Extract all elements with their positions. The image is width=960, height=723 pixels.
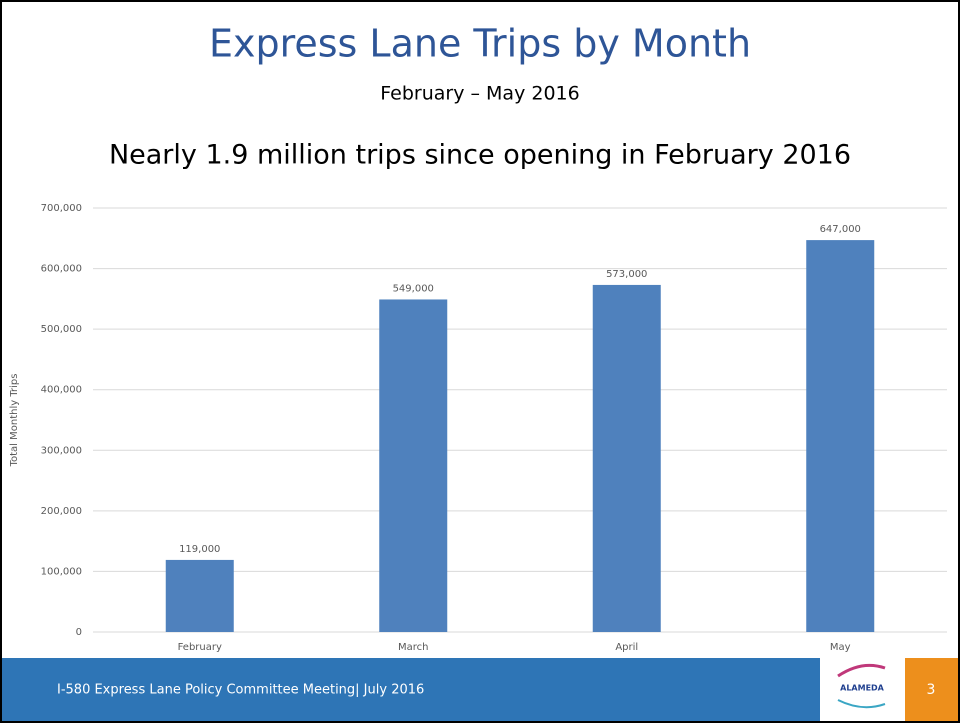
value-label: 647,000: [820, 224, 861, 235]
bar: [165, 559, 234, 632]
footer-text: I-580 Express Lane Policy Committee Meet…: [57, 683, 424, 698]
y-tick-label: 600,000: [41, 264, 82, 275]
value-label: 573,000: [606, 269, 647, 280]
x-tick-label: February: [178, 642, 222, 653]
y-tick-label: 500,000: [41, 324, 82, 335]
logo-swoosh: [837, 699, 886, 709]
slide-subtitle: February – May 2016: [380, 83, 579, 105]
page-number: 3: [927, 682, 936, 698]
logo-text: ALAMEDA: [840, 684, 885, 693]
slide-title: Express Lane Trips by Month: [209, 22, 751, 66]
y-tick-label: 700,000: [41, 203, 82, 214]
y-tick-label: 400,000: [41, 385, 82, 396]
footer-band: [2, 658, 820, 721]
headline: Nearly 1.9 million trips since opening i…: [109, 140, 851, 171]
y-tick-label: 300,000: [41, 445, 82, 456]
x-tick-label: March: [398, 642, 428, 653]
bar: [379, 299, 448, 632]
x-tick-label: May: [830, 642, 851, 653]
y-tick-label: 100,000: [41, 566, 82, 577]
x-tick-label: April: [615, 642, 638, 653]
logo-swoosh: [837, 663, 886, 678]
value-label: 549,000: [393, 283, 434, 294]
y-axis-title: Total Monthly Trips: [9, 374, 20, 468]
bar: [806, 240, 875, 633]
y-tick-label: 200,000: [41, 506, 82, 517]
y-tick-label: 0: [76, 627, 82, 638]
value-label: 119,000: [179, 544, 220, 555]
bar: [592, 284, 661, 632]
page-number-box: [905, 658, 958, 721]
